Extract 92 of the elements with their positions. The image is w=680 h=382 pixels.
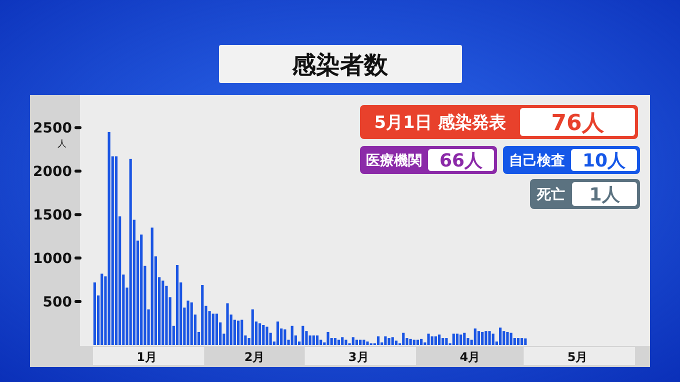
bar	[302, 326, 304, 345]
bar	[215, 314, 218, 345]
bar	[320, 340, 322, 345]
annotation: 5月1日 感染発表	[374, 113, 507, 134]
bar	[416, 340, 420, 345]
bar	[262, 325, 265, 345]
bar	[108, 132, 110, 345]
bar	[524, 338, 527, 345]
bar	[341, 337, 344, 345]
bar	[402, 332, 405, 345]
y-axis-title: 人	[58, 138, 66, 150]
bar	[266, 326, 268, 345]
chart-title: 感染者数	[291, 51, 389, 79]
bar	[384, 336, 387, 345]
bar	[316, 335, 319, 345]
bar	[284, 329, 286, 345]
bar	[412, 340, 416, 345]
bar	[474, 328, 476, 345]
bar	[326, 332, 330, 345]
bar	[352, 337, 354, 345]
bar	[376, 336, 380, 345]
bar	[337, 340, 340, 345]
bar	[477, 331, 480, 345]
bar	[445, 338, 448, 345]
bar	[484, 331, 488, 345]
x-tick-label: 4月	[460, 350, 480, 364]
annotation: 死亡	[536, 186, 565, 204]
bar	[492, 334, 494, 345]
bar	[362, 340, 366, 345]
bar	[430, 336, 434, 345]
bar	[427, 334, 430, 345]
bar	[312, 335, 315, 345]
bar	[460, 334, 462, 345]
bar	[510, 332, 512, 345]
bar	[129, 158, 132, 345]
bar	[488, 331, 491, 345]
bar	[176, 265, 179, 345]
x-tick-label: 1月	[136, 350, 158, 364]
bar	[355, 340, 358, 345]
bar	[359, 340, 362, 345]
bar	[452, 334, 455, 345]
bar	[438, 334, 441, 345]
bar	[251, 309, 254, 345]
bar	[276, 322, 280, 345]
bar	[114, 156, 118, 345]
annotation: 10人	[582, 150, 627, 172]
bar	[140, 234, 143, 345]
bar	[93, 282, 96, 345]
bar	[226, 303, 229, 345]
bar	[290, 326, 294, 345]
bar	[391, 337, 394, 345]
y-tick-label: 1000	[33, 250, 72, 267]
bar	[212, 314, 214, 345]
annotation: 66人	[439, 150, 484, 172]
bar	[334, 338, 336, 345]
x-tick-label: 2月	[244, 350, 265, 364]
y-tick-label: 2500	[33, 120, 72, 137]
bar	[366, 342, 369, 345]
bar	[481, 332, 484, 345]
bar	[388, 338, 390, 345]
bar	[502, 331, 506, 345]
bar	[344, 340, 348, 345]
bar	[456, 334, 459, 345]
y-tick-label: 1500	[33, 207, 72, 224]
bar	[394, 340, 398, 345]
annotation: 自己検査	[509, 153, 565, 170]
y-tick-label: 500	[42, 294, 72, 310]
annotation: 医療機関	[366, 152, 422, 170]
bar	[420, 338, 423, 345]
bar	[442, 338, 444, 345]
annotation: 1人	[589, 184, 621, 206]
bar	[434, 336, 437, 345]
bar	[240, 320, 244, 345]
bar	[258, 323, 262, 345]
bar	[162, 280, 164, 345]
bar	[100, 274, 104, 345]
bar	[236, 320, 240, 345]
bar	[463, 332, 466, 345]
bar	[520, 338, 524, 345]
annotation: 76人	[551, 110, 605, 136]
bar	[186, 300, 190, 345]
x-tick-label: 3月	[348, 350, 369, 364]
bar	[308, 335, 312, 345]
bar	[190, 302, 193, 345]
bar	[409, 338, 412, 345]
bar	[150, 228, 154, 345]
bar	[499, 328, 502, 345]
bar	[516, 338, 520, 345]
bar	[201, 285, 204, 345]
x-tick-label: 5月	[567, 350, 588, 364]
y-tick-label: 2000	[33, 164, 72, 180]
bar	[506, 332, 509, 345]
